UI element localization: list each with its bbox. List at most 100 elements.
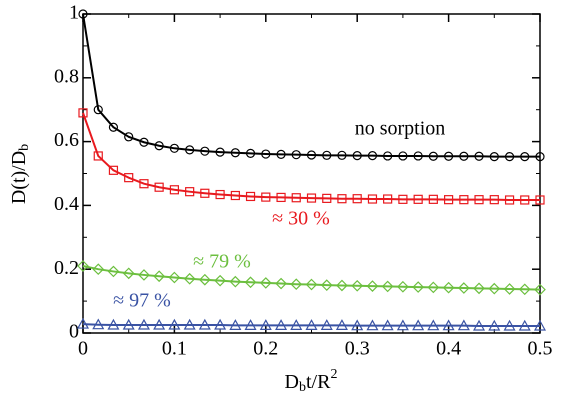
- marker: [139, 179, 149, 189]
- marker: [488, 282, 501, 295]
- marker: [183, 318, 196, 330]
- marker: [154, 141, 164, 151]
- marker: [428, 194, 438, 204]
- marker: [107, 265, 120, 278]
- marker: [398, 151, 408, 161]
- series-line: [82, 112, 540, 201]
- series-line: [82, 265, 541, 291]
- marker: [261, 149, 271, 159]
- marker: [153, 318, 166, 330]
- marker: [503, 283, 516, 295]
- marker: [366, 319, 379, 331]
- marker: [78, 108, 88, 118]
- marker: [154, 182, 164, 192]
- marker: [214, 274, 226, 287]
- x-axis-label: Dbt/R2: [285, 367, 338, 395]
- marker: [504, 151, 515, 162]
- marker: [427, 281, 440, 294]
- x-tick-label: 0.3: [345, 338, 370, 360]
- marker: [336, 279, 348, 292]
- marker: [169, 185, 179, 195]
- marker: [77, 260, 89, 272]
- marker: [535, 151, 545, 162]
- y-tick-label: 1: [69, 2, 79, 24]
- marker: [367, 151, 378, 161]
- marker: [124, 173, 134, 183]
- x-tick-label: 0.2: [253, 338, 278, 360]
- marker: [458, 282, 470, 294]
- marker: [474, 151, 484, 161]
- marker: [520, 195, 530, 205]
- marker: [291, 193, 301, 203]
- marker: [535, 195, 545, 205]
- marker: [383, 194, 393, 204]
- marker: [320, 319, 333, 330]
- marker: [533, 319, 547, 331]
- marker: [488, 319, 501, 331]
- series-label: ≈ 97 %: [113, 290, 171, 312]
- marker: [398, 194, 408, 204]
- marker: [366, 280, 379, 292]
- marker: [306, 193, 317, 203]
- marker: [137, 318, 150, 330]
- marker: [381, 280, 394, 293]
- x-label-sup: 2: [330, 367, 337, 382]
- marker: [230, 190, 240, 201]
- marker: [245, 191, 256, 202]
- x-label-part: D: [285, 371, 299, 393]
- marker: [337, 194, 347, 204]
- marker: [122, 267, 135, 280]
- marker: [139, 137, 149, 147]
- marker: [305, 278, 318, 291]
- marker: [276, 192, 286, 203]
- marker: [122, 318, 135, 330]
- marker: [412, 281, 425, 293]
- marker: [444, 151, 454, 161]
- marker: [459, 151, 469, 161]
- marker: [489, 195, 499, 205]
- marker: [229, 319, 242, 330]
- marker: [215, 147, 225, 157]
- marker: [444, 195, 454, 205]
- marker: [396, 319, 409, 331]
- marker: [275, 277, 287, 290]
- marker: [259, 277, 272, 289]
- marker: [520, 151, 530, 162]
- marker: [76, 317, 90, 329]
- marker: [185, 145, 195, 155]
- marker: [473, 319, 486, 331]
- marker: [261, 192, 271, 202]
- y-tick-label: 0.2: [54, 257, 79, 279]
- marker: [108, 122, 119, 132]
- marker: [275, 319, 288, 330]
- marker: [290, 278, 303, 291]
- marker: [351, 319, 364, 331]
- marker: [518, 283, 531, 296]
- marker: [473, 282, 485, 295]
- marker: [229, 275, 242, 288]
- series-label: ≈ 30 %: [272, 208, 330, 230]
- marker: [306, 150, 317, 160]
- marker: [503, 319, 516, 331]
- marker: [93, 105, 103, 115]
- marker: [290, 319, 303, 330]
- y-tick-label: 0.6: [54, 129, 79, 151]
- marker: [427, 319, 440, 331]
- marker: [352, 151, 362, 161]
- marker: [215, 189, 225, 200]
- marker: [200, 188, 210, 198]
- marker: [92, 263, 105, 276]
- marker: [352, 194, 362, 204]
- marker: [291, 150, 301, 160]
- marker: [108, 165, 119, 175]
- marker: [214, 318, 227, 330]
- marker: [322, 150, 332, 160]
- x-tick-label: 0.4: [436, 338, 461, 360]
- y-label-part: D(t)/D: [8, 151, 30, 204]
- marker: [259, 319, 272, 330]
- marker: [518, 319, 531, 331]
- x-tick-label: 0.5: [528, 338, 553, 360]
- marker: [230, 148, 240, 158]
- marker: [351, 279, 364, 292]
- marker: [474, 195, 484, 205]
